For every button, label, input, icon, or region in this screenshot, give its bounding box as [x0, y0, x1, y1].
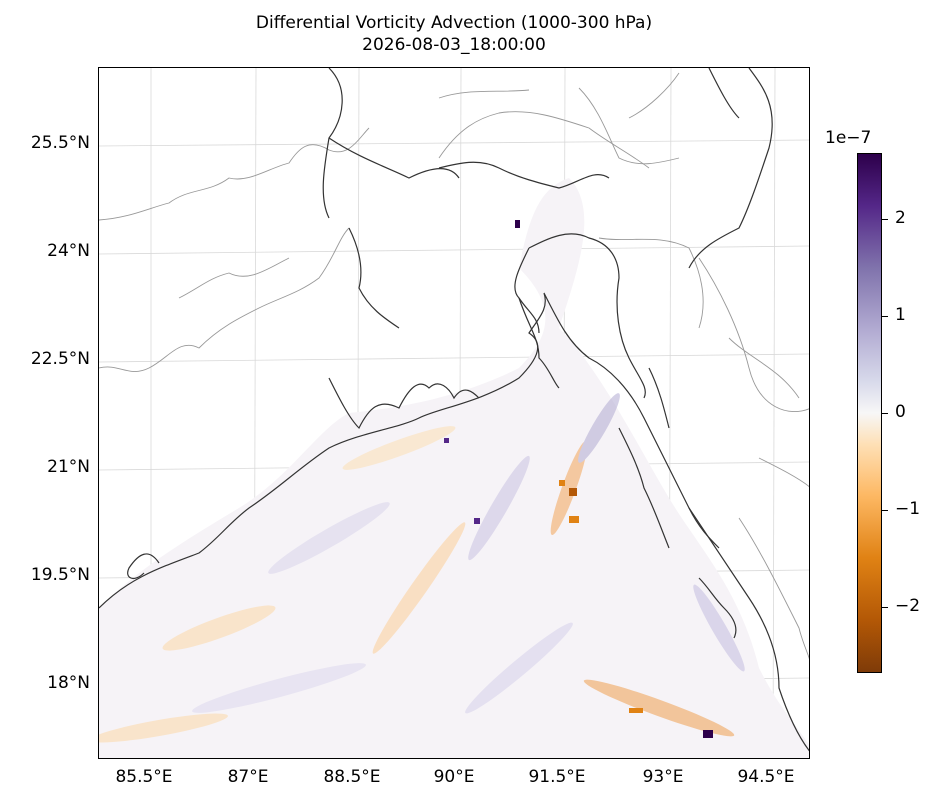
coastline: [99, 68, 809, 752]
colorbar-tick-label: 0: [895, 402, 906, 422]
colorbar-tick-mark: [882, 316, 888, 318]
lat-tick-label: 18°N: [47, 673, 90, 693]
lon-tick-label: 85.5°E: [115, 767, 173, 787]
advection-field: [99, 178, 809, 758]
admin-borders: [99, 72, 809, 660]
map-canvas: [99, 68, 809, 758]
map-title: Differential Vorticity Advection (1000-3…: [98, 12, 810, 56]
title-line-1: Differential Vorticity Advection (1000-3…: [255, 13, 653, 33]
lat-tick-label: 24°N: [47, 241, 90, 261]
colorbar-tick-label: 1: [895, 305, 906, 325]
lat-tick-label: 22.5°N: [30, 349, 90, 369]
colorbar-tick-mark: [882, 510, 888, 512]
colorbar-tick-mark: [882, 413, 888, 415]
map-panel: [98, 67, 810, 759]
lat-tick-label: 21°N: [47, 457, 90, 477]
colorbar-tick-label: 2: [895, 208, 906, 228]
colorbar-tick-mark: [882, 607, 888, 609]
lat-tick-label: 19.5°N: [30, 565, 90, 585]
colorbar-tick-mark: [882, 219, 888, 221]
lon-tick-label: 88.5°E: [323, 767, 381, 787]
colorbar-tick-label: −1: [895, 499, 921, 519]
colorbar-tick-label: −2: [895, 596, 921, 616]
lon-tick-label: 93°E: [642, 767, 684, 787]
lon-tick-label: 90°E: [433, 767, 475, 787]
lon-tick-label: 87°E: [227, 767, 269, 787]
colorbar-exponent: 1e−7: [825, 128, 872, 148]
title-line-2: 2026-08-03_18:00:00: [362, 35, 546, 55]
lon-tick-label: 91.5°E: [528, 767, 586, 787]
colorbar: [857, 153, 882, 673]
lat-tick-label: 25.5°N: [30, 133, 90, 153]
lon-tick-label: 94.5°E: [737, 767, 795, 787]
